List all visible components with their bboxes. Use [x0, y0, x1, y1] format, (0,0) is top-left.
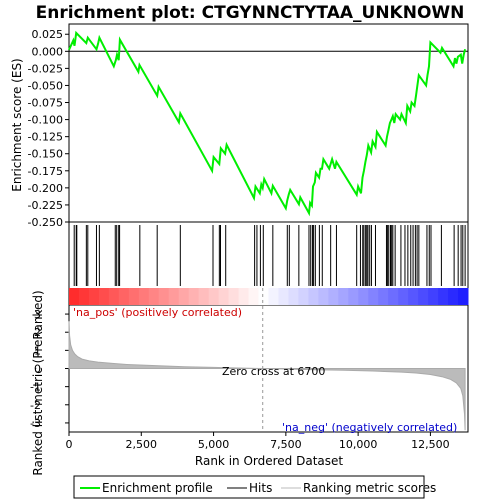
es-y-tick-label: -0.175	[28, 165, 63, 178]
gradient-segment	[268, 288, 279, 305]
gradient-segment	[248, 288, 260, 305]
es-y-tick-label: -0.100	[28, 114, 63, 127]
gradient-segment	[128, 288, 140, 305]
es-y-tick-label: -0.050	[28, 79, 63, 92]
gradient-segment	[188, 288, 200, 305]
es-y-axis-label: Enrichment score (ES)	[10, 58, 24, 191]
legend: Enrichment profile Hits Ranking metric sco…	[73, 475, 436, 499]
hits-series	[73, 225, 466, 286]
metric-y-tick-label: 3	[34, 308, 41, 321]
gradient-segment	[338, 288, 349, 305]
gradient-segment	[238, 288, 250, 305]
x-tick-label: 0	[66, 438, 73, 451]
gradient-segment	[138, 288, 150, 305]
es-y-axis: 0.025 0.000 -0.025 -0.050 -0.075 -0.100 -0.125…	[28, 28, 69, 229]
es-y-tick-label: -0.200	[28, 182, 63, 195]
gradient-segment	[408, 288, 419, 305]
metric-y-tick-label: -2	[30, 399, 41, 412]
gradient-segment	[438, 288, 449, 305]
es-y-tick-label: -0.075	[28, 97, 63, 110]
gradient-segment	[178, 288, 190, 305]
gradient-segment	[318, 288, 329, 305]
es-y-tick-label: 0.000	[32, 45, 64, 58]
gradient-segment	[88, 288, 100, 305]
negative-correlation-label: 'na_neg' (negatively correlated)	[282, 421, 457, 434]
enrichment-profile-line	[68, 30, 467, 217]
gradient-segment	[388, 288, 399, 305]
gradient-segment	[108, 288, 120, 305]
positive-correlation-label: 'na_pos' (positively correlated)	[73, 306, 242, 319]
gradient-segment	[328, 288, 339, 305]
gradient-segment	[298, 288, 309, 305]
gradient-segment	[69, 288, 80, 305]
enrichment-profile-series	[68, 30, 467, 217]
gradient-segment	[118, 288, 130, 305]
legend-item-label: Enrichment profile	[102, 481, 213, 495]
metric-y-tick-label: -1	[30, 381, 41, 394]
gradient-segment	[398, 288, 409, 305]
gradient-segment	[448, 288, 459, 305]
es-y-tick-label: -0.025	[28, 62, 63, 75]
x-axis-label: Rank in Ordered Dataset	[195, 454, 343, 468]
metric-y-axis-label: Ranked list metric (PreRanked)	[31, 290, 45, 475]
x-tick-label: 2,500	[126, 438, 158, 451]
es-y-tick-label: -0.150	[28, 148, 63, 161]
gradient-segment	[168, 288, 180, 305]
es-y-tick-label: -0.125	[28, 131, 63, 144]
gradient-segment	[158, 288, 170, 305]
gradient-segment	[288, 288, 299, 305]
es-y-tick-label: -0.250	[28, 216, 63, 229]
legend-item-label: Hits	[249, 481, 272, 495]
x-tick-label: 12,500	[411, 438, 450, 451]
gradient-segment	[308, 288, 319, 305]
x-tick-label: 10,000	[339, 438, 378, 451]
zero-cross-label: Zero cross at 6700	[222, 365, 325, 378]
x-tick-label: 5,000	[198, 438, 230, 451]
metric-y-tick-label: 2	[34, 326, 41, 339]
gradient-segment	[228, 288, 240, 305]
metric-y-tick-label: 0	[34, 363, 41, 376]
es-y-tick-label: -0.225	[28, 199, 63, 212]
gradient-segment	[428, 288, 439, 305]
gradient-segment	[368, 288, 379, 305]
legend-box	[73, 475, 425, 499]
gradient-segment	[78, 288, 90, 305]
gradient-segment	[198, 288, 210, 305]
es-y-tick-label: 0.025	[32, 28, 64, 41]
gradient-segment	[278, 288, 289, 305]
gradient-segment	[98, 288, 110, 305]
metric-y-axis: 3 2 1 0 -1 -2 -3	[30, 308, 69, 430]
rank-x-axis: 0 2,500 5,000 7,500 10,000 12,500	[66, 432, 450, 451]
x-tick-label: 7,500	[270, 438, 302, 451]
gradient-segment	[358, 288, 369, 305]
gradient-segment	[208, 288, 220, 305]
gradient-segment	[378, 288, 389, 305]
chart-title: Enrichment plot: CTGYNNCTYTAA_UNKNOWN	[36, 3, 465, 23]
gradient-segment	[348, 288, 359, 305]
gradient-segment	[148, 288, 160, 305]
metric-y-tick-label: -3	[30, 417, 41, 430]
gradient-segment	[258, 288, 269, 305]
metric-y-tick-label: 1	[34, 344, 41, 357]
ranking-gradient-bar	[69, 288, 469, 305]
gradient-segment	[418, 288, 429, 305]
legend-item-label: Ranking metric scores	[303, 481, 436, 495]
gradient-segment	[218, 288, 230, 305]
gradient-segment	[458, 288, 469, 305]
